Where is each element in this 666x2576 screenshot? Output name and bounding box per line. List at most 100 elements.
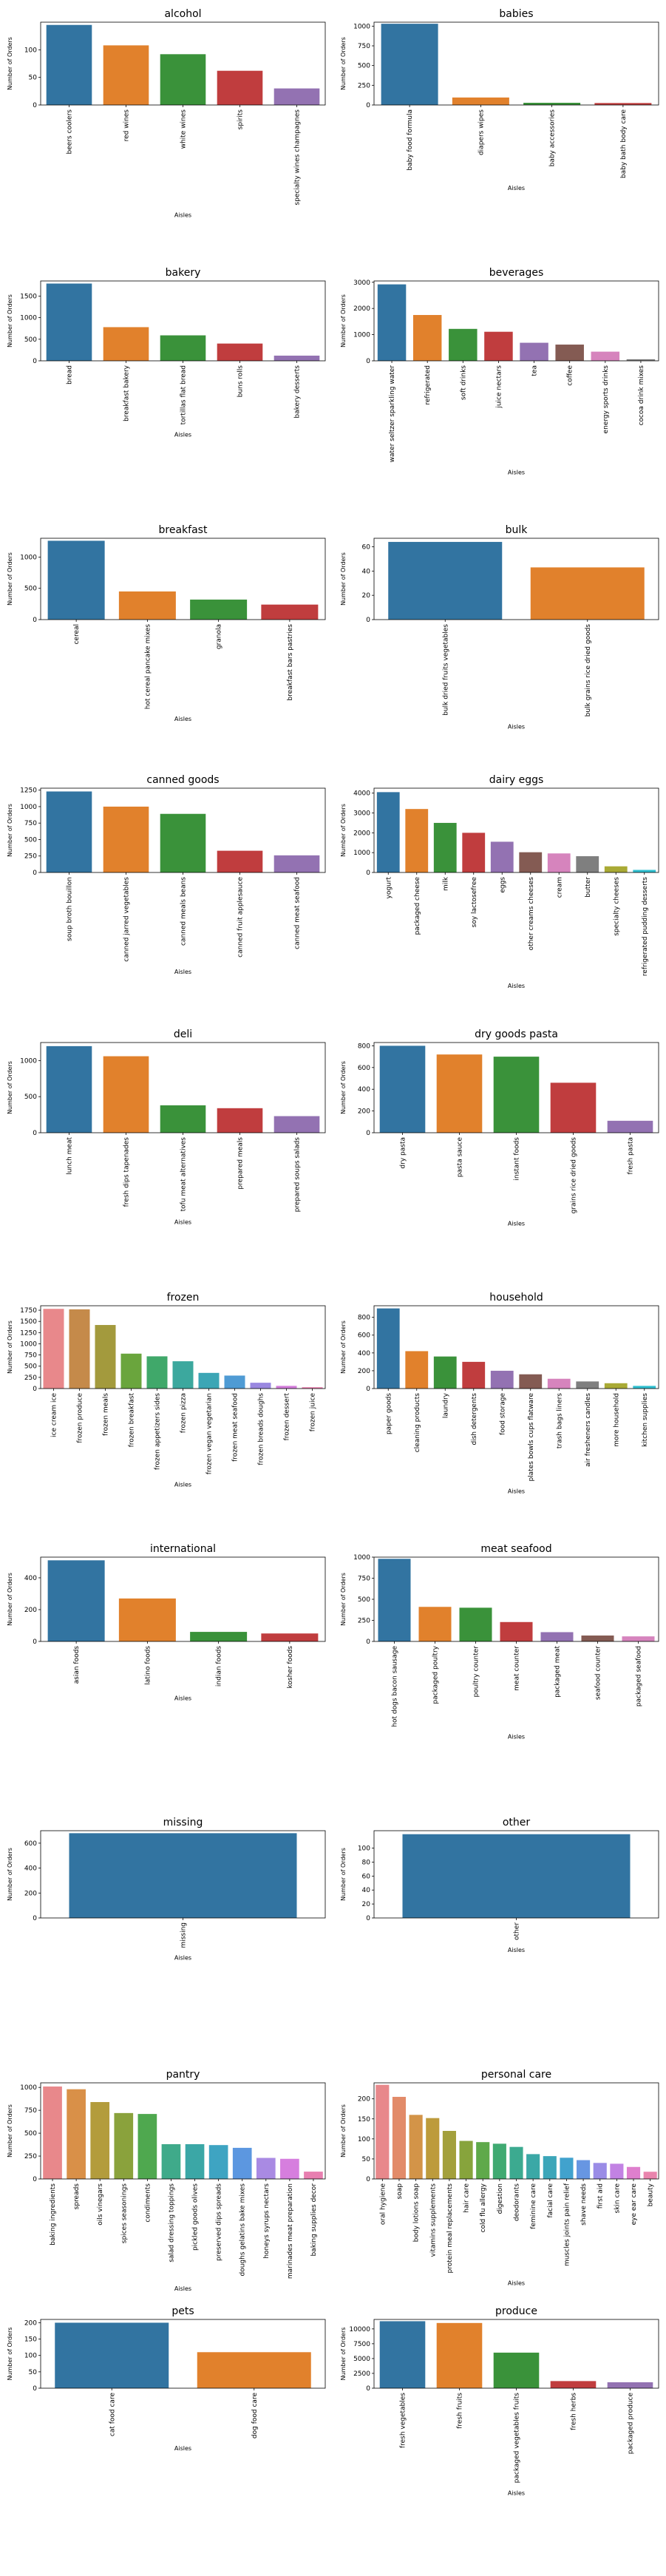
chart-pantry-xtick-label-preserved-dips-spreads: preserved dips spreads xyxy=(216,2183,223,2261)
chart-other-ytick-label: 60 xyxy=(362,1873,371,1880)
chart-household-bar-dish-detergents xyxy=(462,1361,486,1389)
chart-produce-ytick-label: 2500 xyxy=(353,2370,370,2378)
chart-breakfast-xlabel: Aisles xyxy=(174,716,191,722)
chart-breakfast-ylabel: Number of Orders xyxy=(7,552,13,606)
chart-personal-care-xtick-label-eye-ear-care: eye ear care xyxy=(631,2183,638,2226)
chart-deli: deli 0 500 1000 lunch meat fresh dips tapenad… xyxy=(0,1028,333,1287)
chart-international-svg: international 0 200 400 asian foods latino fo… xyxy=(7,1543,326,1701)
chart-pantry-xtick-label-oils-vinegars: oils vinegars xyxy=(97,2183,104,2226)
chart-babies-bar-baby-accessories xyxy=(523,103,581,105)
chart-household-bar-air-fresheners-candles xyxy=(576,1381,599,1389)
chart-bulk-ytick-label: 0 xyxy=(366,617,370,624)
chart-deli-ytick-label: 500 xyxy=(24,1094,37,1101)
chart-beverages-xtick-label-tea: tea xyxy=(531,365,539,376)
chart-dairy-eggs-xlabel: Aisles xyxy=(508,983,525,989)
chart-deli-ytick-label: 1000 xyxy=(20,1057,37,1065)
chart-dairy-eggs: dairy eggs 0 1000 2000 3000 4000 yogurt package… xyxy=(333,769,666,1028)
chart-dry-goods-pasta-title: dry goods pasta xyxy=(475,1028,558,1040)
chart-canned-goods-xtick-label-soup-broth-bouillon: soup broth bouillon xyxy=(67,877,74,941)
chart-bakery-xlabel: Aisles xyxy=(174,431,191,438)
chart-deli-ylabel: Number of Orders xyxy=(7,1061,13,1114)
chart-bulk-ytick-label: 60 xyxy=(362,543,371,551)
chart-pantry-xtick-label-honeys-syrups-nectars: honeys syrups nectars xyxy=(263,2183,271,2259)
chart-beverages-bar-energy-sports-drinks xyxy=(591,351,620,361)
chart-household-xtick-label-trash-bags-liners: trash bags liners xyxy=(556,1393,563,1448)
chart-breakfast-xtick-label-breakfast-bars-pastries: breakfast bars pastries xyxy=(287,624,294,701)
chart-personal-care-ylabel: Number of Orders xyxy=(340,2104,347,2158)
chart-frozen-bar-frozen-breakfast xyxy=(120,1353,142,1389)
chart-produce-bar-fresh-vegetables xyxy=(379,2321,426,2388)
chart-pets-ytick-label: 0 xyxy=(33,2385,37,2393)
chart-household-ylabel: Number of Orders xyxy=(340,1321,347,1374)
chart-canned-goods-bar-canned-jarred-vegetables xyxy=(103,806,149,872)
chart-international-bar-indian-foods xyxy=(190,1632,248,1641)
chart-bulk-bar-bulk-grains-rice-dried-goods xyxy=(530,567,645,620)
chart-bakery-bar-buns-rolls xyxy=(217,343,263,361)
chart-babies-ylabel: Number of Orders xyxy=(340,37,347,90)
chart-dairy-eggs-xtick-label-packaged-cheese: packaged cheese xyxy=(414,877,421,935)
chart-pantry-xtick-label-pickled-goods-olives: pickled goods olives xyxy=(192,2183,200,2251)
chart-alcohol-svg: alcohol 0 50 100 beers coolers red wines white… xyxy=(7,8,326,219)
chart-deli-xlabel: Aisles xyxy=(174,1218,191,1225)
chart-household-bar-kitchen-supplies xyxy=(633,1386,656,1389)
chart-pets-xtick-label-cat-food-care: cat food care xyxy=(109,2393,116,2437)
chart-meat-seafood-bar-packaged-meat xyxy=(540,1632,574,1641)
chart-international-ytick-label: 0 xyxy=(33,1638,37,1646)
chart-household-bar-paper-goods xyxy=(376,1308,400,1389)
chart-beverages-xtick-label-soft-drinks: soft drinks xyxy=(460,365,467,400)
chart-breakfast-axes-frame xyxy=(40,538,326,620)
chart-frozen-ytick-label: 750 xyxy=(24,1352,37,1360)
chart-produce-xtick-label-fresh-vegetables: fresh vegetables xyxy=(400,2393,407,2448)
chart-breakfast-xtick-label-hot-cereal-pancake-mixes: hot cereal pancake mixes xyxy=(144,624,152,710)
chart-alcohol-bar-white-wines xyxy=(160,54,206,105)
chart-other-title: other xyxy=(503,1817,531,1828)
chart-deli-xtick-label-fresh-dips-tapenades: fresh dips tapenades xyxy=(123,1137,131,1207)
chart-canned-goods-xlabel: Aisles xyxy=(174,969,191,975)
chart-alcohol-xlabel: Aisles xyxy=(174,212,191,219)
chart-household-svg: household 0 200 400 600 800 paper goods cleanin… xyxy=(340,1292,659,1495)
chart-pantry-xtick-label-spices-seasonings: spices seasonings xyxy=(120,2183,128,2243)
chart-canned-goods-xtick-label-canned-fruit-applesauce: canned fruit applesauce xyxy=(237,877,245,957)
chart-personal-care-bar-first-aid xyxy=(593,2163,607,2179)
chart-other-ytick-label: 0 xyxy=(366,1915,370,1922)
chart-babies-xtick-label-baby-bath-body-care: baby bath body care xyxy=(620,109,628,179)
chart-missing-bar-missing xyxy=(69,1833,297,1918)
chart-frozen-ytick-label: 250 xyxy=(24,1375,37,1382)
chart-personal-care-svg: personal care 0 50 100 150 200 oral hygiene soa… xyxy=(340,2069,659,2287)
chart-household-ytick-label: 0 xyxy=(366,1386,370,1393)
chart-missing-ytick-label: 600 xyxy=(24,1840,37,1848)
chart-international: international 0 200 400 asian foods latino fo… xyxy=(0,1538,333,1811)
chart-breakfast-ytick-label: 0 xyxy=(33,617,37,624)
chart-international-xtick-label-latino-foods: latino foods xyxy=(144,1646,152,1685)
chart-dry-goods-pasta-ytick-label: 0 xyxy=(366,1130,370,1137)
chart-bakery-ytick-label: 500 xyxy=(24,336,37,344)
chart-produce-xtick-label-fresh-fruits: fresh fruits xyxy=(457,2393,464,2429)
chart-canned-goods-xtick-label-canned-meals-beans: canned meals beans xyxy=(180,877,188,946)
chart-meat-seafood-bar-packaged-seafood xyxy=(622,1636,655,1641)
chart-international-xtick-label-kosher-foods: kosher foods xyxy=(287,1646,294,1689)
chart-frozen-bar-frozen-vegan-vegetarian xyxy=(198,1372,220,1389)
chart-frozen-bar-ice-cream-ice xyxy=(43,1309,64,1389)
chart-missing-xlabel: Aisles xyxy=(174,1955,191,1962)
chart-beverages-xtick-label-water-seltzer-sparkling-water: water seltzer sparkling water xyxy=(389,365,396,463)
chart-dry-goods-pasta-xtick-label-grains-rice-dried-goods: grains rice dried goods xyxy=(571,1137,578,1214)
chart-dairy-eggs-bar-eggs xyxy=(490,841,514,872)
chart-canned-goods-bar-canned-meat-seafood xyxy=(273,855,320,872)
chart-frozen-bar-frozen-dessert xyxy=(276,1386,297,1389)
chart-personal-care-ytick-label: 150 xyxy=(358,2116,370,2123)
chart-dairy-eggs-xtick-label-butter: butter xyxy=(585,877,592,898)
chart-canned-goods-ytick-label: 750 xyxy=(24,820,37,827)
chart-alcohol-xtick-label-specialty-wines-champagnes: specialty wines champagnes xyxy=(294,109,302,206)
chart-produce-xtick-label-packaged-vegetables-fruits: packaged vegetables fruits xyxy=(514,2393,521,2484)
chart-bulk: bulk 0 20 40 60 bulk dried fruits vegetables b… xyxy=(333,518,666,769)
chart-pantry-ytick-label: 500 xyxy=(24,2130,37,2138)
chart-personal-care-bar-shave-needs xyxy=(577,2160,591,2179)
chart-meat-seafood-bar-meat-counter xyxy=(500,1621,533,1641)
chart-pets-ytick-label: 100 xyxy=(24,2353,37,2360)
chart-other-bar-other xyxy=(402,1834,631,1918)
chart-personal-care-bar-soap xyxy=(392,2096,407,2179)
chart-babies-ytick-label: 0 xyxy=(366,102,370,109)
chart-personal-care-xtick-label-oral-hygiene: oral hygiene xyxy=(379,2183,387,2226)
chart-household-xtick-label-dish-detergents: dish detergents xyxy=(471,1393,478,1445)
chart-personal-care-xtick-label-shave-needs: shave needs xyxy=(580,2183,588,2226)
